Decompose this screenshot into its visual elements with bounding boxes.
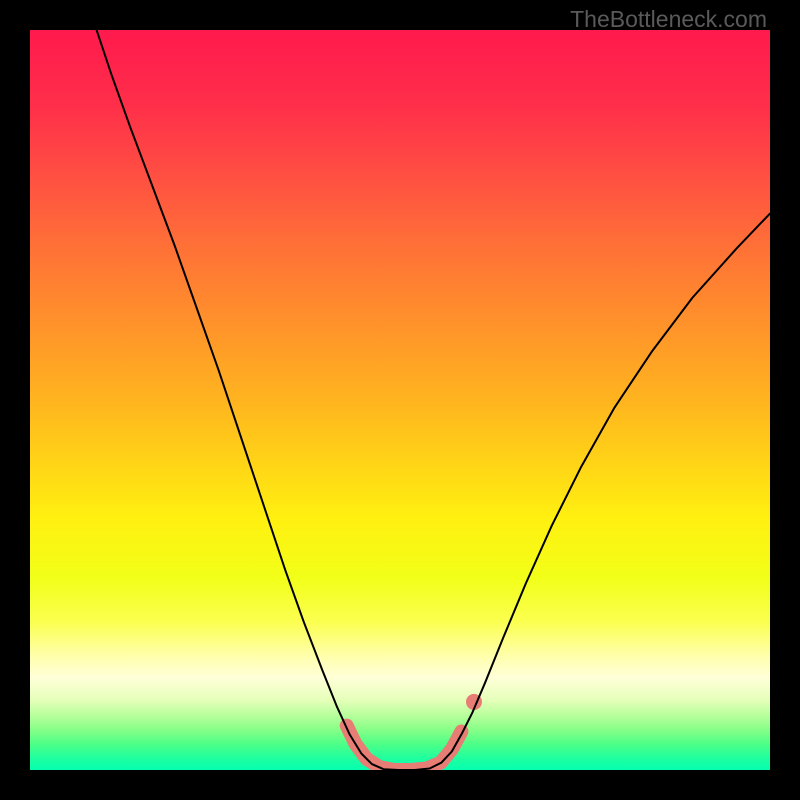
bottleneck-highlight-curve (347, 726, 462, 770)
chart-svg (30, 30, 770, 770)
bottleneck-main-curve (97, 30, 770, 770)
chart-frame (30, 30, 770, 770)
watermark-text: TheBottleneck.com (570, 6, 767, 33)
